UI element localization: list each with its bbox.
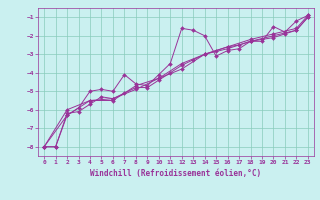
X-axis label: Windchill (Refroidissement éolien,°C): Windchill (Refroidissement éolien,°C) xyxy=(91,169,261,178)
